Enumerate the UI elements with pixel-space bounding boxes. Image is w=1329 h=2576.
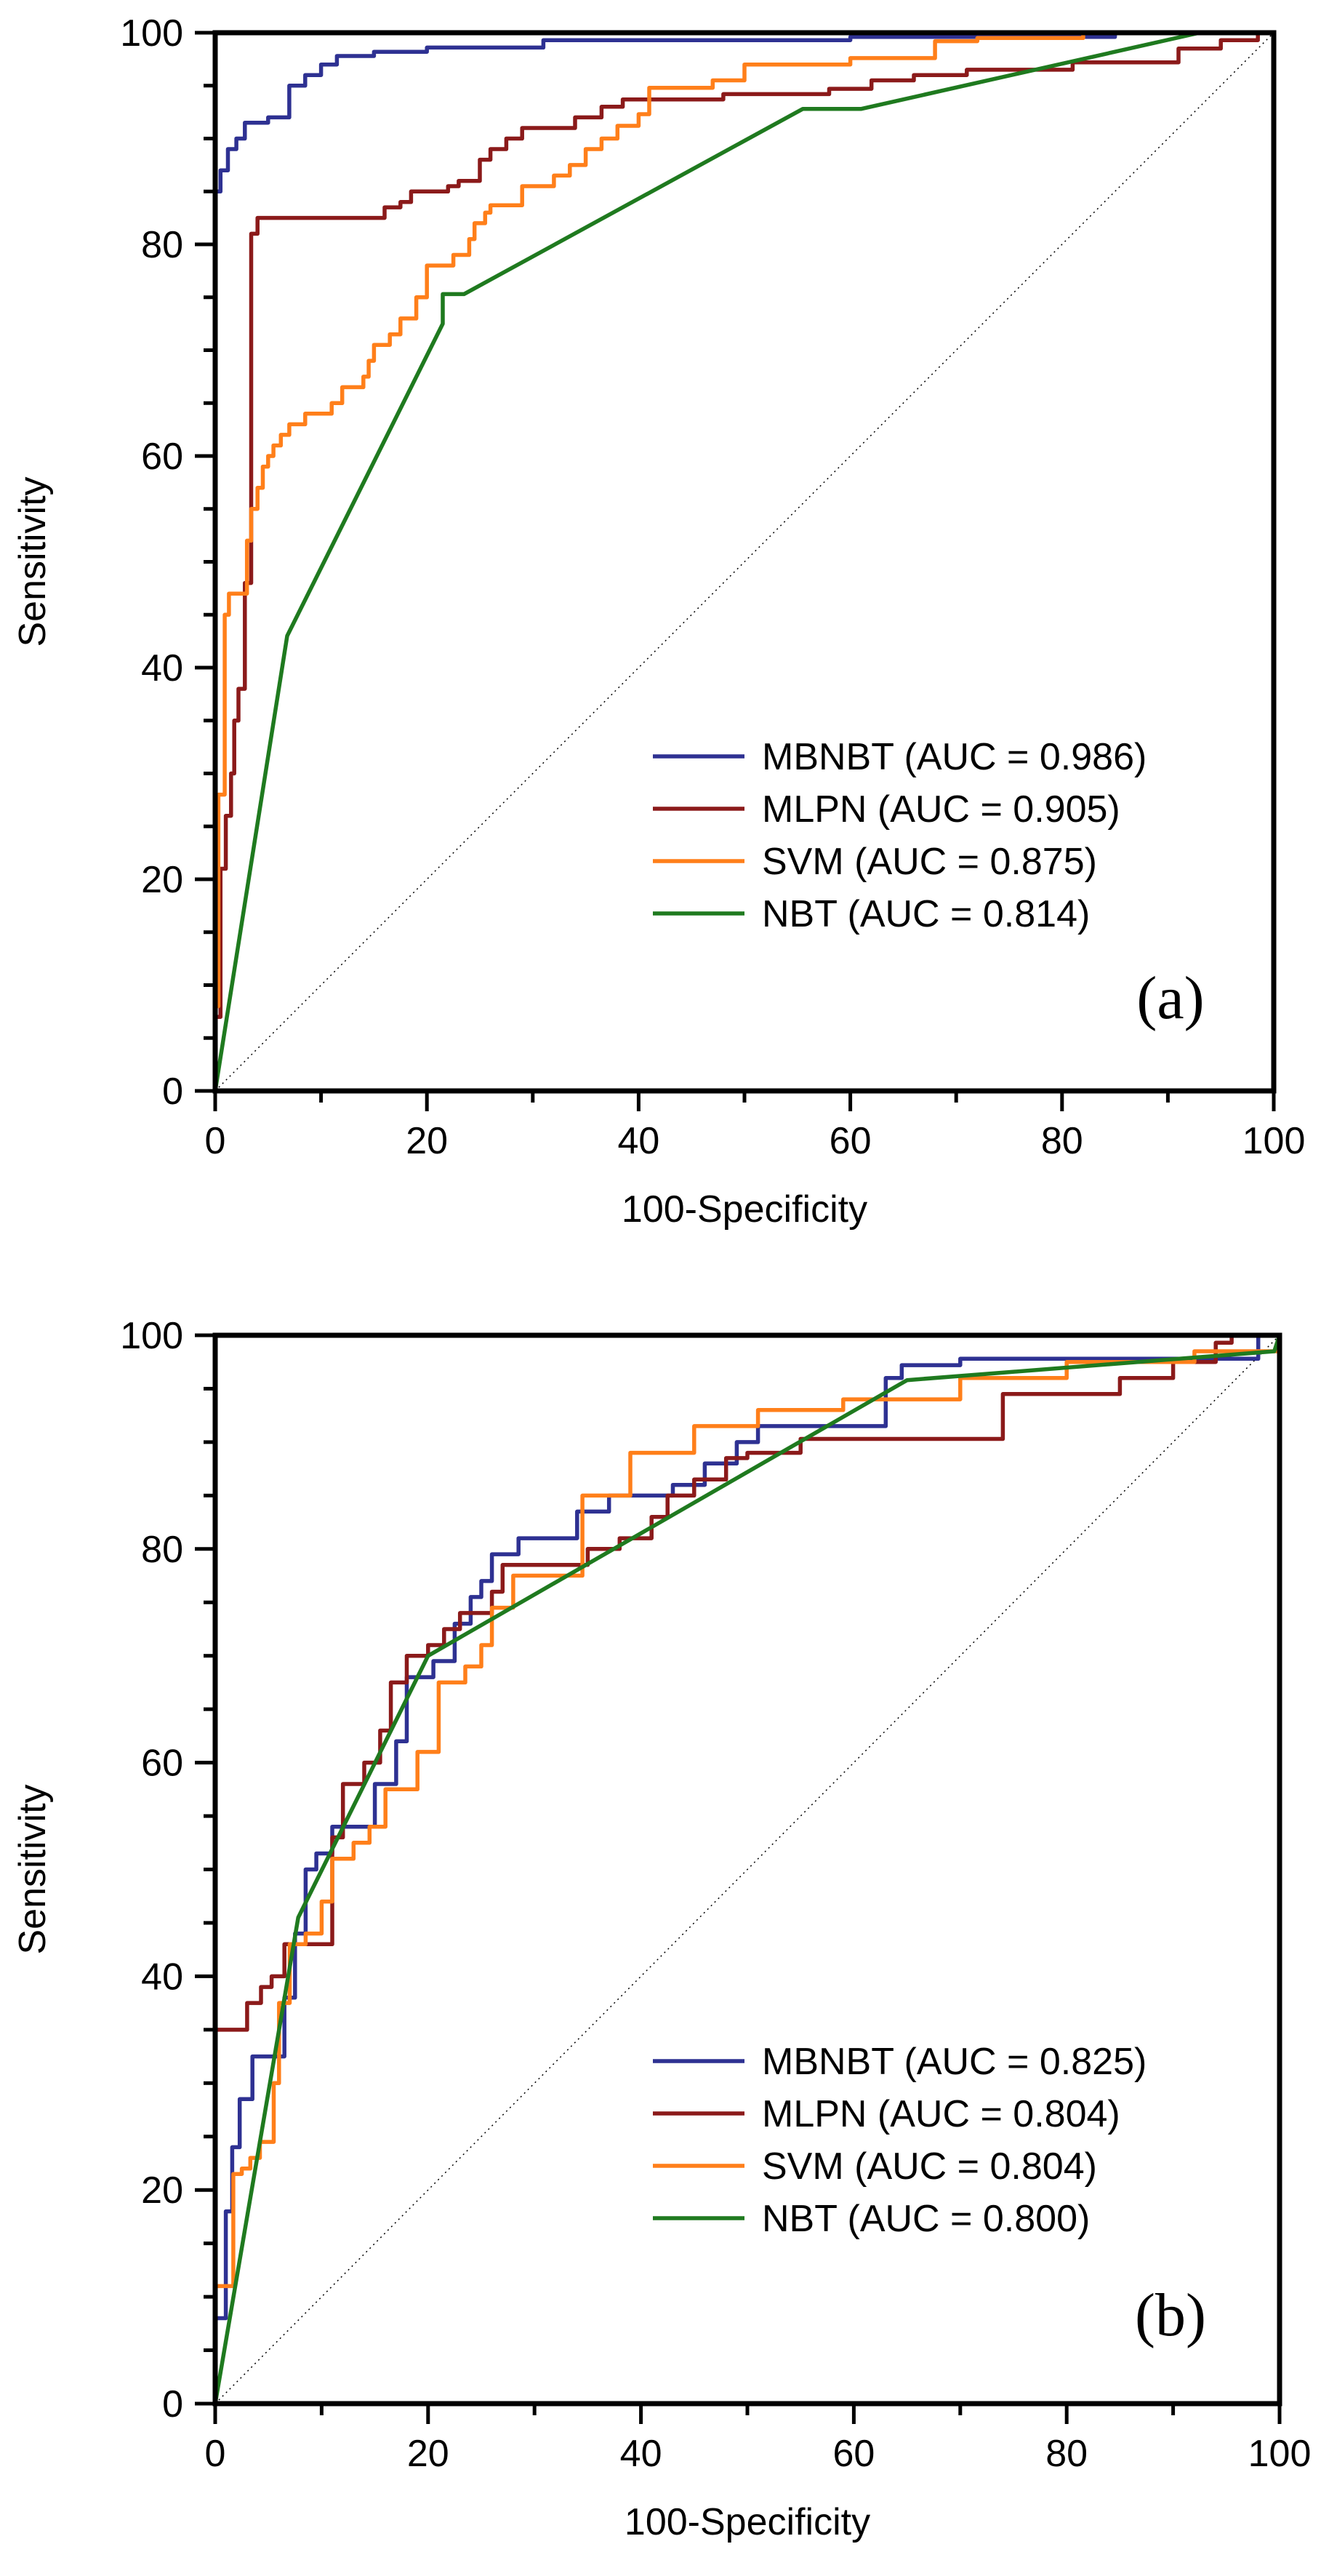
x-tick-label: 80 (1041, 1120, 1083, 1162)
legend-label: NBT (AUC = 0.800) (762, 2198, 1090, 2240)
x-tick-label: 0 (205, 1120, 226, 1162)
y-tick-label: 100 (120, 1315, 183, 1357)
x-tick-label: 40 (620, 2433, 662, 2475)
diagonal-reference-line (214, 1335, 1280, 2404)
y-tick-label: 0 (162, 2383, 183, 2425)
panel-label: (b) (1135, 2281, 1206, 2349)
y-tick-label: 0 (162, 1071, 183, 1113)
y-tick-label: 20 (141, 859, 183, 901)
x-tick-label: 100 (1248, 2433, 1312, 2475)
x-tick-label: 60 (832, 2433, 875, 2475)
y-tick-label: 20 (141, 2169, 183, 2212)
y-tick-label: 100 (120, 12, 183, 55)
x-tick-label: 60 (830, 1120, 872, 1162)
y-tick-label: 40 (141, 1956, 183, 1998)
y-tick-label: 40 (141, 647, 183, 689)
series-line-mlpn (213, 31, 1274, 1091)
legend-label: SVM (AUC = 0.804) (762, 2145, 1097, 2188)
y-axis-title: Sensitivity (12, 1784, 54, 1954)
series-line-nbt (213, 31, 1274, 1092)
y-tick-label: 80 (141, 224, 183, 266)
x-axis-title: 100-Specificity (625, 2501, 870, 2543)
legend-label: MBNBT (AUC = 0.986) (762, 736, 1147, 778)
diagonal-reference-line (214, 32, 1274, 1092)
series-line-mbnbt (213, 31, 1274, 1091)
roc-chart-b: 0 20 40 60 80 100 0 20 40 60 80 100 100-Specificity S… (12, 1315, 1312, 2543)
series-line-svm (213, 1335, 1282, 2404)
legend: MBNBT (AUC = 0.825) MLPN (AUC = 0.804) SVM… (653, 2041, 1147, 2240)
legend-label: SVM (AUC = 0.875) (762, 841, 1097, 883)
x-tick-label: 100 (1242, 1120, 1306, 1162)
legend: MBNBT (AUC = 0.986) MLPN (AUC = 0.905) SVM… (653, 736, 1147, 935)
legend-label: MBNBT (AUC = 0.825) (762, 2041, 1147, 2083)
y-tick-label: 60 (141, 1743, 183, 1785)
series-line-svm (213, 31, 1274, 1091)
legend-label: MLPN (AUC = 0.905) (762, 788, 1120, 831)
panel-label: (a) (1136, 964, 1204, 1032)
x-tick-label: 0 (205, 2433, 226, 2475)
y-axis-title: Sensitivity (12, 476, 54, 647)
series-line-mlpn (213, 1333, 1280, 2404)
x-tick-label: 20 (406, 1120, 448, 1162)
x-tick-label: 20 (407, 2433, 449, 2475)
x-tick-label: 40 (617, 1120, 659, 1162)
x-tick-label: 80 (1045, 2433, 1088, 2475)
series-line-nbt (213, 1335, 1282, 2404)
roc-chart-a: 0 20 40 60 80 100 0 20 40 60 80 100 100-Specificity S… (12, 12, 1306, 1231)
legend-label: MLPN (AUC = 0.804) (762, 2093, 1120, 2135)
legend-label: NBT (AUC = 0.814) (762, 893, 1090, 935)
x-axis-title: 100-Specificity (622, 1188, 867, 1231)
y-tick-label: 80 (141, 1529, 183, 1571)
y-tick-label: 60 (141, 436, 183, 478)
